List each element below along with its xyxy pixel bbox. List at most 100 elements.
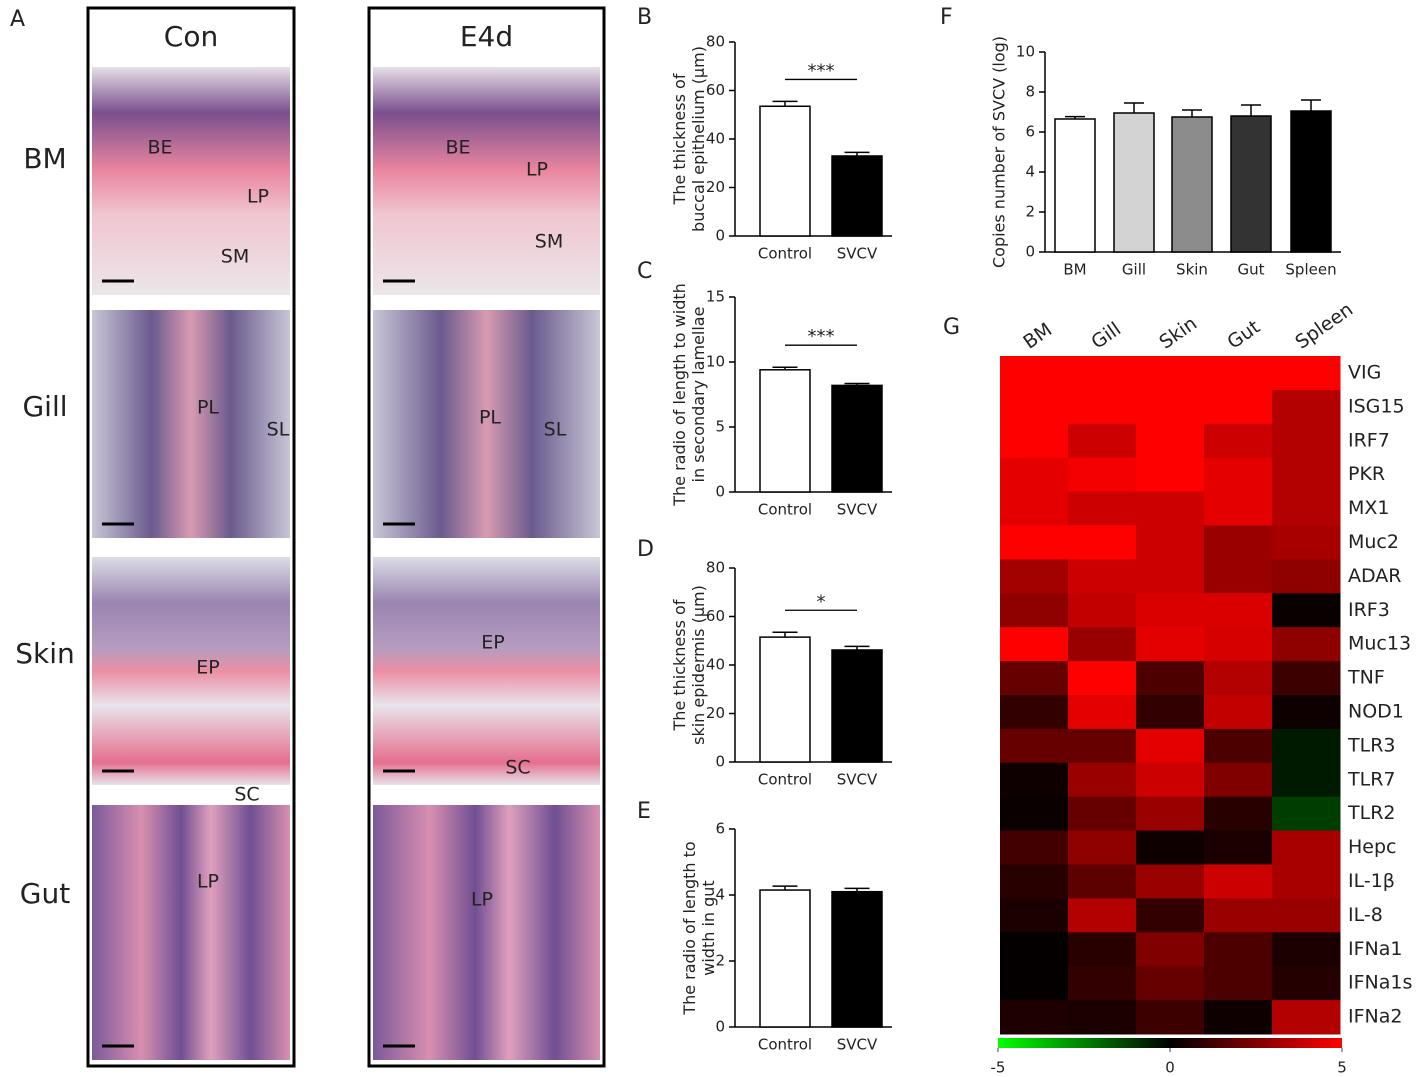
column-frame — [86, 6, 296, 1068]
annotation: BE — [445, 137, 470, 159]
heatmap-cell — [1136, 356, 1205, 391]
row-label: IRF7 — [1348, 429, 1390, 451]
y-tick-label: 0 — [715, 753, 725, 771]
row-label: IFNa1s — [1348, 972, 1412, 994]
x-tick-label: Control — [758, 501, 812, 519]
y-tick-label: 2 — [715, 952, 725, 970]
heatmap-cell — [1000, 627, 1069, 662]
annotation: LP — [526, 159, 548, 181]
panel-label: B — [637, 5, 652, 30]
heatmap-cell — [1068, 491, 1137, 526]
y-axis-label-line: The thickness of — [670, 73, 689, 205]
annotation: PL — [479, 407, 501, 429]
row-label: Gill — [22, 390, 67, 423]
row-label: Gut — [20, 877, 70, 910]
heatmap-cell — [1000, 559, 1069, 594]
heatmap-cell — [1068, 423, 1137, 459]
colorbar-tick-label: -5 — [991, 1059, 1006, 1077]
heatmap-cell — [1000, 593, 1069, 628]
row-label: ISG15 — [1348, 395, 1405, 417]
heatmap-cell — [1136, 1000, 1205, 1035]
micrograph — [373, 310, 600, 538]
column-label: Gut — [1223, 316, 1264, 354]
bar — [759, 889, 811, 1028]
y-tick-label: 0 — [715, 483, 725, 501]
heatmap-cell — [1272, 830, 1341, 865]
heatmap-cell — [1272, 661, 1341, 696]
row-label: VIG — [1348, 361, 1381, 383]
heatmap-cell — [1068, 627, 1137, 662]
y-tick-label: 15 — [706, 288, 725, 306]
heatmap-cell — [1068, 389, 1137, 425]
x-tick-label: SVCV — [837, 1036, 878, 1054]
panel-label: F — [940, 5, 953, 30]
heatmap-cell — [1136, 864, 1205, 899]
heatmap-cell — [1272, 627, 1341, 662]
heatmap-cell — [1136, 796, 1205, 832]
heatmap-cell — [1068, 728, 1137, 764]
x-tick-label: Skin — [1176, 261, 1208, 279]
heatmap-cell — [1000, 491, 1069, 526]
y-axis-label-line: buccal epithelium (μm) — [689, 46, 708, 232]
micrograph — [92, 805, 290, 1060]
heatmap-cell — [1068, 796, 1137, 832]
annotation: PL — [197, 397, 219, 419]
micrograph — [92, 310, 290, 538]
heatmap-cell — [1136, 966, 1205, 1001]
heatmap-cell — [1068, 864, 1137, 899]
heatmap-cell — [1068, 898, 1137, 933]
y-axis-label: The radio of length to width in gut — [680, 841, 718, 1015]
heatmap-cell — [1204, 627, 1273, 662]
heatmap-cell — [1204, 1000, 1273, 1035]
heatmap-cell — [1272, 728, 1341, 764]
heatmap-cell — [1068, 932, 1137, 967]
bar — [759, 636, 811, 763]
y-tick-label: 10 — [1016, 43, 1035, 61]
heatmap-cell — [1000, 932, 1069, 967]
heatmap-cell — [1272, 966, 1341, 1001]
heatmap-cell — [1068, 593, 1137, 628]
heatmap-cell — [1068, 695, 1137, 730]
heatmap-cell — [1204, 864, 1273, 899]
significance-label: * — [817, 591, 826, 612]
row-label: NOD1 — [1348, 700, 1404, 722]
bar — [831, 155, 883, 237]
heatmap-cell — [1272, 762, 1341, 798]
x-tick-label: Gut — [1237, 261, 1264, 279]
x-tick-label: Control — [758, 771, 812, 789]
colorbar-tick-label: 5 — [1337, 1059, 1347, 1077]
panel-label: D — [637, 537, 654, 562]
heatmap-cell — [1136, 559, 1205, 594]
annotation: LP — [247, 186, 269, 208]
row-label: BM — [23, 142, 66, 175]
y-axis-label: The thickness of buccal epithelium (μm) — [670, 46, 708, 232]
heatmap-cell — [1272, 457, 1341, 493]
column-label: Spleen — [1291, 298, 1357, 353]
heatmap-cell — [1000, 728, 1069, 764]
heatmap-cell — [1000, 661, 1069, 696]
x-tick-label: Control — [758, 245, 812, 263]
y-tick-label: 40 — [706, 656, 725, 674]
x-tick-label: Gill — [1122, 261, 1146, 279]
y-axis-label: Copies number of SVCV (log) — [990, 36, 1009, 268]
heatmap-cell — [1204, 762, 1273, 798]
heatmap-cell — [1204, 559, 1273, 594]
heatmap-cell — [1136, 457, 1205, 493]
y-tick-label: 10 — [706, 353, 725, 371]
heatmap-cell — [1136, 491, 1205, 526]
column-label: Gill — [1087, 318, 1125, 354]
bar — [1230, 115, 1272, 253]
micrograph — [92, 557, 290, 785]
heatmap-cell — [1000, 1000, 1069, 1035]
y-tick-label: 0 — [715, 1018, 725, 1036]
micrograph — [92, 67, 290, 295]
bar — [759, 105, 811, 237]
heatmap-cell — [1068, 356, 1137, 391]
column-header: E4d — [460, 20, 513, 53]
y-tick-label: 5 — [715, 418, 725, 436]
heatmap-cell — [1204, 898, 1273, 933]
heatmap-cell — [1000, 796, 1069, 832]
annotation: SL — [544, 419, 567, 441]
heatmap-cell — [1204, 966, 1273, 1001]
heatmap-cell — [1000, 389, 1069, 425]
